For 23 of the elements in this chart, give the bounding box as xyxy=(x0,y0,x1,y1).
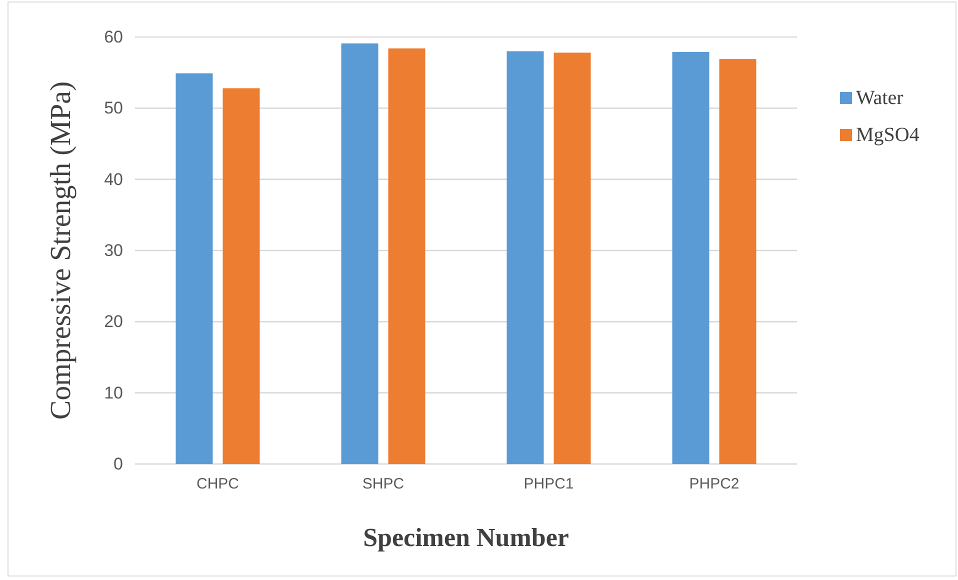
bar xyxy=(222,88,260,464)
bar xyxy=(719,59,756,464)
bar xyxy=(341,43,378,464)
bar xyxy=(388,48,426,464)
y-tick-label: 50 xyxy=(104,98,123,118)
y-tick-label: 10 xyxy=(104,383,123,402)
legend-label: MgSO4 xyxy=(856,124,920,146)
x-tick-label: SHPC xyxy=(362,476,404,493)
x-tick-label: PHPC2 xyxy=(689,476,740,493)
y-tick-label: 30 xyxy=(104,240,123,260)
x-tick-label: PHPC1 xyxy=(524,476,574,493)
legend-label: Water xyxy=(856,87,904,109)
y-axis-title: Compressive Strength (MPa) xyxy=(45,81,77,420)
x-tick-label: CHPC xyxy=(196,476,240,493)
bar xyxy=(672,52,710,464)
bar xyxy=(506,51,544,464)
y-tick-label: 60 xyxy=(104,27,123,46)
bar xyxy=(554,52,591,464)
y-tick-label: 20 xyxy=(104,312,123,332)
y-tick-label: 40 xyxy=(104,170,123,189)
x-axis-title: Specimen Number xyxy=(363,523,569,552)
y-tick-label: 0 xyxy=(114,454,123,474)
bar xyxy=(176,73,213,464)
